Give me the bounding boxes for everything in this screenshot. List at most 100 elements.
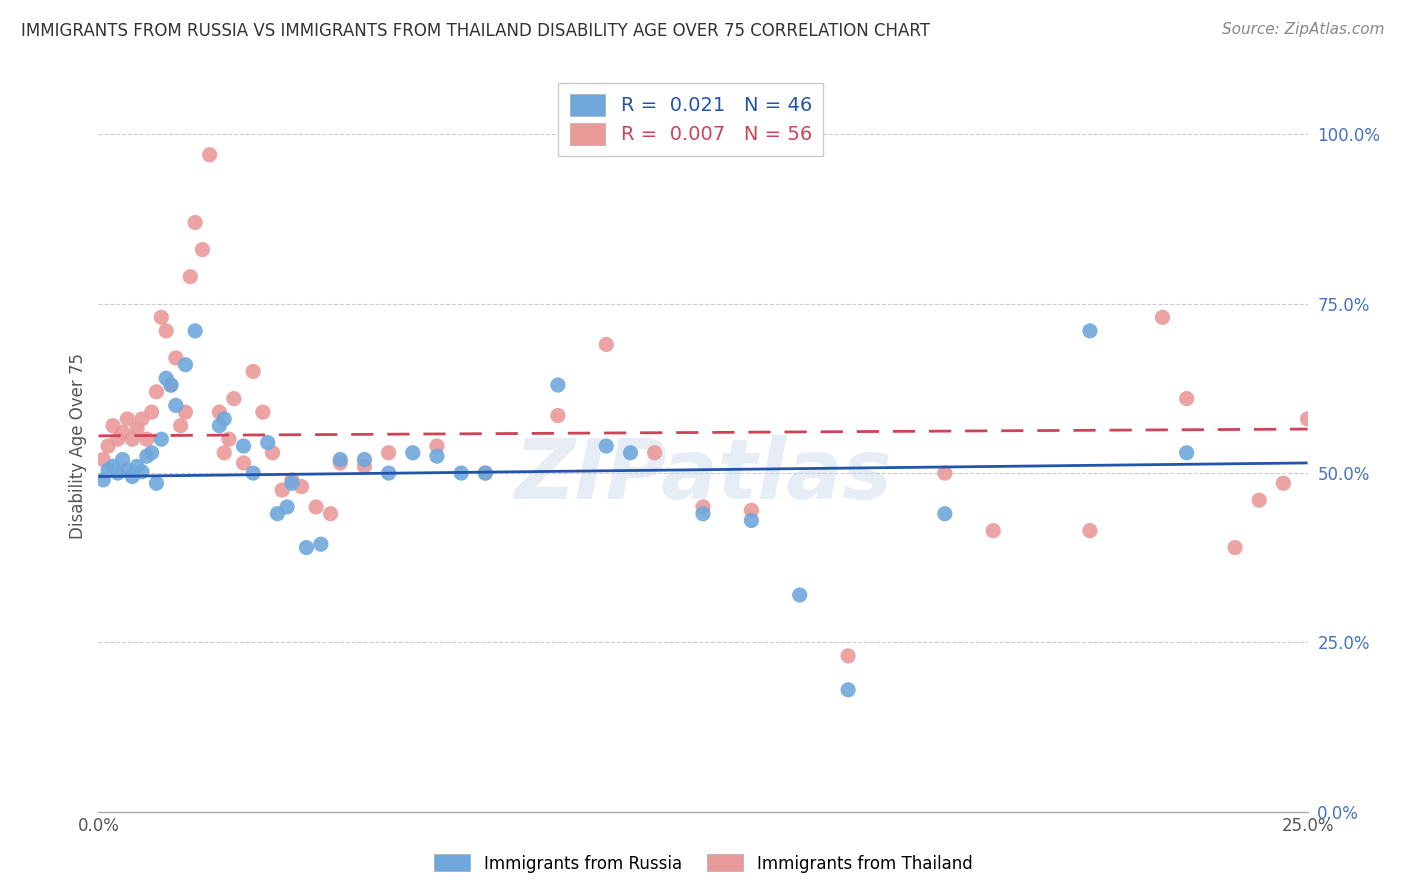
Point bbox=[319, 507, 342, 521]
Point bbox=[150, 432, 173, 446]
Point bbox=[117, 463, 139, 477]
Point bbox=[276, 500, 298, 514]
Point bbox=[145, 384, 167, 399]
Point bbox=[1175, 392, 1198, 406]
Point bbox=[242, 364, 264, 378]
Point bbox=[1078, 324, 1101, 338]
Point bbox=[127, 459, 149, 474]
Text: Source: ZipAtlas.com: Source: ZipAtlas.com bbox=[1222, 22, 1385, 37]
Point bbox=[117, 412, 139, 426]
Point bbox=[1296, 412, 1319, 426]
Point bbox=[740, 514, 762, 528]
Point bbox=[290, 480, 312, 494]
Point bbox=[1249, 493, 1271, 508]
Point bbox=[111, 452, 134, 467]
Point bbox=[212, 412, 235, 426]
Point bbox=[155, 324, 177, 338]
Point bbox=[169, 418, 191, 433]
Point bbox=[222, 392, 245, 406]
Point bbox=[1152, 310, 1174, 325]
Point bbox=[281, 476, 304, 491]
Point bbox=[256, 435, 278, 450]
Point bbox=[426, 449, 449, 463]
Point bbox=[111, 425, 134, 440]
Point bbox=[242, 466, 264, 480]
Point bbox=[150, 310, 173, 325]
Point bbox=[474, 466, 496, 480]
Point bbox=[127, 422, 149, 436]
Point bbox=[266, 507, 288, 521]
Point bbox=[837, 682, 859, 697]
Point bbox=[184, 215, 207, 229]
Point bbox=[619, 446, 641, 460]
Point bbox=[91, 473, 114, 487]
Point bbox=[208, 418, 231, 433]
Point bbox=[934, 466, 956, 480]
Point bbox=[141, 446, 163, 460]
Point bbox=[547, 378, 569, 392]
Point bbox=[101, 418, 124, 433]
Point bbox=[1175, 446, 1198, 460]
Point bbox=[179, 269, 201, 284]
Point bbox=[329, 456, 352, 470]
Point bbox=[184, 324, 207, 338]
Point bbox=[426, 439, 449, 453]
Point bbox=[160, 378, 183, 392]
Point bbox=[934, 507, 956, 521]
Point bbox=[165, 398, 187, 412]
Point bbox=[212, 446, 235, 460]
Legend: R =  0.021   N = 46, R =  0.007   N = 56: R = 0.021 N = 46, R = 0.007 N = 56 bbox=[558, 83, 824, 156]
Point bbox=[1320, 425, 1343, 440]
Point bbox=[353, 452, 375, 467]
Point bbox=[329, 452, 352, 467]
Point bbox=[692, 507, 714, 521]
Point bbox=[271, 483, 294, 497]
Point bbox=[740, 503, 762, 517]
Point bbox=[135, 449, 157, 463]
Point bbox=[981, 524, 1004, 538]
Point bbox=[218, 432, 240, 446]
Point bbox=[174, 405, 197, 419]
Point bbox=[232, 456, 254, 470]
Point bbox=[232, 439, 254, 453]
Point bbox=[595, 439, 617, 453]
Point bbox=[474, 466, 496, 480]
Point bbox=[353, 459, 375, 474]
Point bbox=[1272, 476, 1295, 491]
Point bbox=[377, 466, 399, 480]
Point bbox=[262, 446, 284, 460]
Point bbox=[174, 358, 197, 372]
Point bbox=[595, 337, 617, 351]
Point bbox=[131, 412, 153, 426]
Point bbox=[837, 648, 859, 663]
Point bbox=[101, 459, 124, 474]
Point bbox=[97, 439, 120, 453]
Legend: Immigrants from Russia, Immigrants from Thailand: Immigrants from Russia, Immigrants from … bbox=[427, 847, 979, 880]
Point bbox=[644, 446, 666, 460]
Point bbox=[141, 405, 163, 419]
Point bbox=[107, 466, 129, 480]
Point bbox=[377, 446, 399, 460]
Point bbox=[1223, 541, 1246, 555]
Point bbox=[160, 378, 183, 392]
Point bbox=[295, 541, 318, 555]
Point bbox=[121, 432, 143, 446]
Point bbox=[305, 500, 328, 514]
Point bbox=[191, 243, 214, 257]
Y-axis label: Disability Age Over 75: Disability Age Over 75 bbox=[69, 353, 87, 539]
Point bbox=[309, 537, 332, 551]
Point bbox=[1078, 524, 1101, 538]
Point bbox=[789, 588, 811, 602]
Point bbox=[121, 469, 143, 483]
Point bbox=[135, 432, 157, 446]
Point bbox=[208, 405, 231, 419]
Point bbox=[155, 371, 177, 385]
Point bbox=[97, 463, 120, 477]
Point bbox=[692, 500, 714, 514]
Point bbox=[131, 465, 153, 479]
Text: IMMIGRANTS FROM RUSSIA VS IMMIGRANTS FROM THAILAND DISABILITY AGE OVER 75 CORREL: IMMIGRANTS FROM RUSSIA VS IMMIGRANTS FRO… bbox=[21, 22, 931, 40]
Point bbox=[402, 446, 425, 460]
Point bbox=[252, 405, 274, 419]
Text: ZIPatlas: ZIPatlas bbox=[515, 434, 891, 516]
Point bbox=[165, 351, 187, 365]
